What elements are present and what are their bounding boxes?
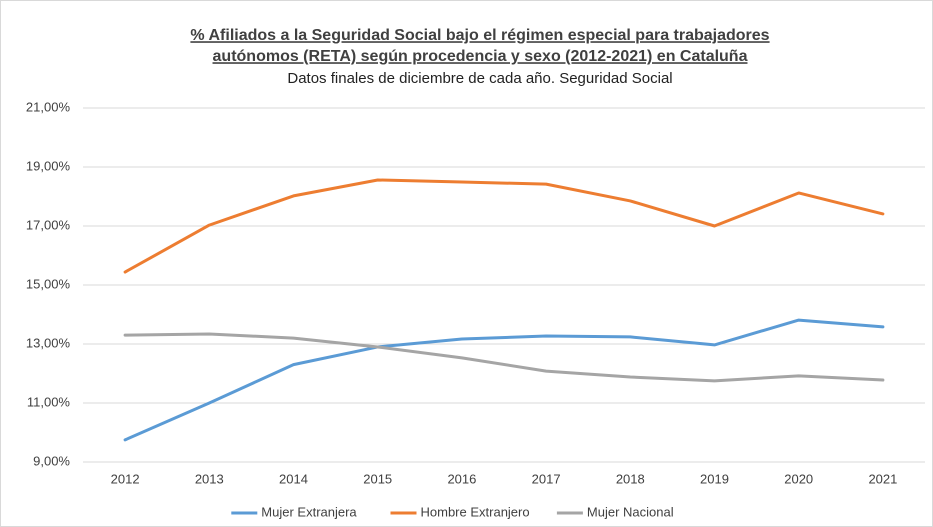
y-tick-label: 19,00% — [26, 158, 71, 173]
x-tick-label: 2019 — [700, 471, 729, 486]
x-tick-label: 2016 — [447, 471, 476, 486]
legend-label: Hombre Extranjero — [421, 504, 530, 519]
chart-subtitle: Datos finales de diciembre de cada año. … — [287, 70, 672, 87]
y-tick-label: 9,00% — [33, 453, 70, 468]
legend-label: Mujer Nacional — [587, 504, 674, 519]
x-tick-label: 2021 — [868, 471, 897, 486]
y-tick-label: 15,00% — [26, 276, 71, 291]
chart-title: % Afiliados a la Seguridad Social bajo e… — [190, 27, 769, 44]
series-line — [123, 332, 885, 383]
x-tick-label: 2017 — [532, 471, 561, 486]
x-tick-label: 2018 — [616, 471, 645, 486]
series-line — [123, 318, 885, 442]
x-tick-label: 2012 — [111, 471, 140, 486]
series-line — [123, 178, 885, 274]
x-tick-label: 2015 — [363, 471, 392, 486]
y-tick-label: 17,00% — [26, 217, 71, 232]
x-tick-label: 2020 — [784, 471, 813, 486]
legend-label: Mujer Extranjera — [261, 504, 357, 519]
x-tick-label: 2014 — [279, 471, 308, 486]
x-tick-label: 2013 — [195, 471, 224, 486]
y-tick-label: 11,00% — [27, 394, 71, 409]
chart-title: autónomos (RETA) según procedencia y sex… — [213, 48, 748, 65]
y-tick-label: 21,00% — [26, 99, 71, 114]
y-tick-label: 13,00% — [26, 335, 71, 350]
